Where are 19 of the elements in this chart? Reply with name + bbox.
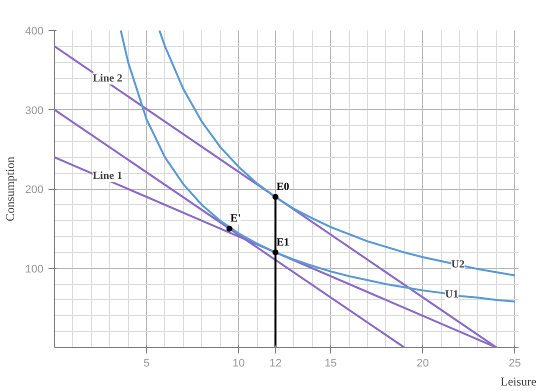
x-tick-label: 20 <box>416 358 429 370</box>
y-tick-label: 100 <box>25 263 44 276</box>
data-label: E1 <box>276 236 290 248</box>
y-tick-label: 300 <box>25 104 44 117</box>
y-tick-label: 400 <box>25 26 44 38</box>
data-label: E' <box>230 212 241 225</box>
x-tick-label: 10 <box>232 358 245 370</box>
series-label: U1 <box>445 288 459 301</box>
x-tick-label: 5 <box>144 358 150 370</box>
y-tick-label: 200 <box>25 184 44 196</box>
series-label: U2 <box>451 258 466 271</box>
series-label: Line 1 <box>92 170 122 182</box>
data-label: E0 <box>276 180 290 193</box>
x-tick-label: 12 <box>269 358 282 370</box>
x-axis-title: Leisure <box>500 374 536 388</box>
x-tick-label: 25 <box>508 358 521 370</box>
series-label: Line 2 <box>92 72 123 84</box>
x-tick-label: 15 <box>324 358 337 370</box>
y-axis-title: Consumption <box>3 156 18 222</box>
